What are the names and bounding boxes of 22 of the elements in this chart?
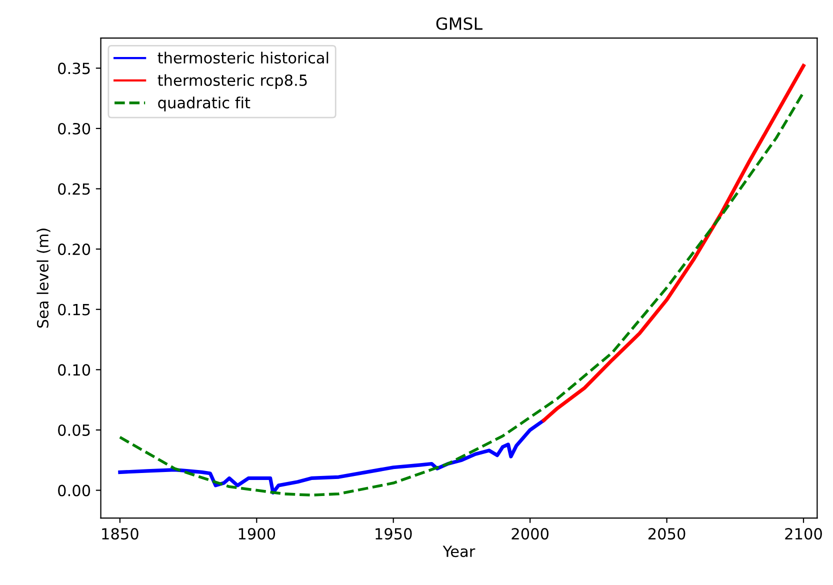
- legend-label: thermosteric historical: [158, 52, 328, 64]
- x-tick-label: 1900: [238, 528, 276, 540]
- line-series: [542, 64, 806, 422]
- x-tick-label: 1950: [376, 528, 412, 540]
- y-tick-label: 0.25: [58, 183, 90, 195]
- legend-label: thermosteric rcp8.5: [158, 74, 307, 89]
- y-tick-label: 0.05: [58, 424, 90, 436]
- x-tick-label: 2000: [512, 528, 548, 540]
- x-axis-title: Year: [442, 546, 476, 558]
- y-tick-label: 0.15: [58, 304, 90, 316]
- x-tick-label: 2100: [785, 528, 822, 540]
- y-tick-label: 0.35: [58, 62, 90, 74]
- y-axis-title: Sea level (m): [36, 228, 50, 328]
- y-tick-label: 0.20: [58, 244, 90, 256]
- x-tick-label: 2050: [648, 528, 686, 540]
- y-tick-label: 0.10: [58, 364, 90, 376]
- y-tick-label: 0.00: [58, 484, 90, 496]
- line-series: [118, 418, 546, 494]
- y-tick-label: 0.30: [58, 122, 90, 134]
- chart-title: GMSL: [436, 17, 482, 30]
- x-tick-label: 1850: [102, 528, 138, 540]
- legend-label: quadratic fit: [158, 96, 250, 112]
